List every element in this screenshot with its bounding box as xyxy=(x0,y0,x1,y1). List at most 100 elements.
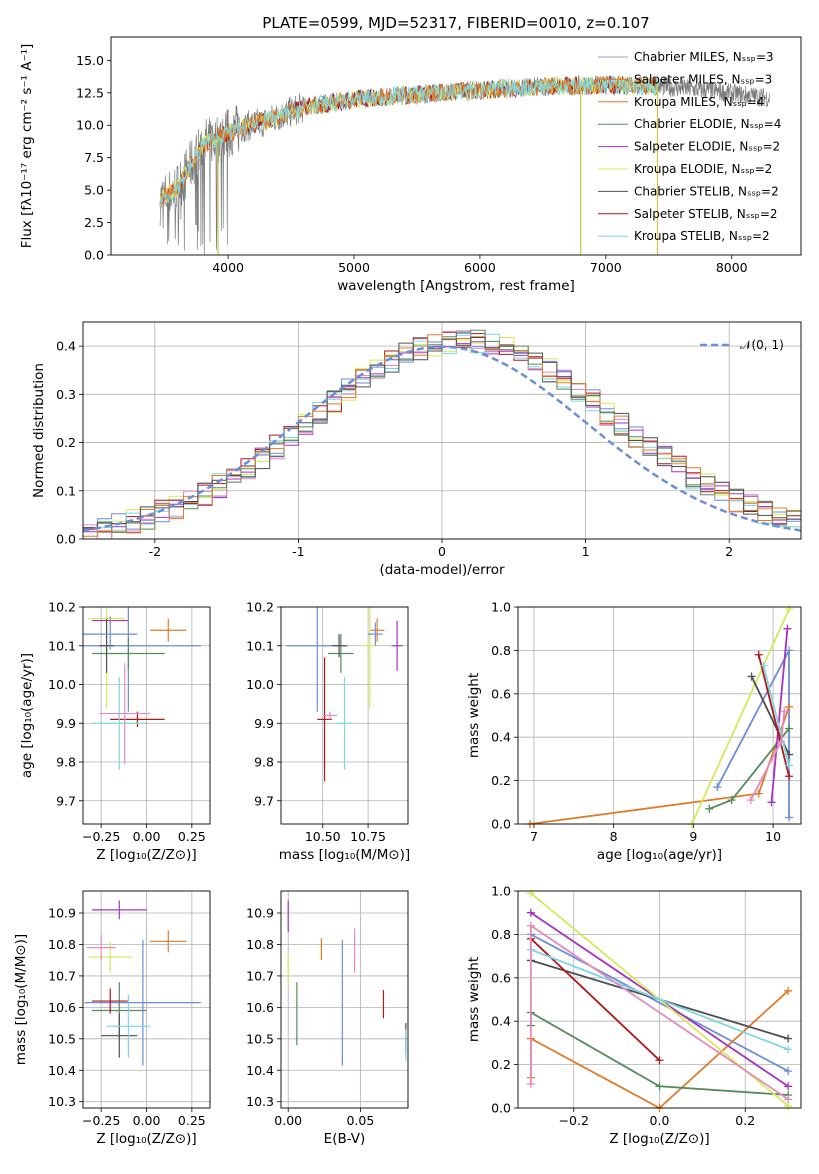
y-tick-label: 0.8 xyxy=(491,643,511,658)
y-tick-label: 10.5 xyxy=(246,1031,274,1046)
y-tick-label: 10.8 xyxy=(48,937,76,952)
plus-marker xyxy=(727,796,736,805)
plus-marker xyxy=(747,672,756,681)
plus-marker xyxy=(785,724,794,733)
plus-marker xyxy=(784,1095,793,1104)
weight-series-line xyxy=(530,938,661,1061)
z-weight-frame xyxy=(517,890,802,1109)
chart-title: PLATE=0599, MJD=52317, FIBERID=0010, z=0… xyxy=(262,14,649,32)
x-tick-label: 6000 xyxy=(464,260,496,275)
x-tick-label: 10 xyxy=(765,829,781,844)
y-tick-label: 12.5 xyxy=(76,85,104,100)
x-tick-label: 10.75 xyxy=(350,829,386,844)
legend-label: Chabrier MILES, Nₛₛₚ=3 xyxy=(634,50,774,64)
model-spectrum-line xyxy=(159,75,660,208)
x-tick-label: 0.25 xyxy=(178,1113,206,1128)
errorbar-point xyxy=(368,622,383,646)
x-axis-label: age [log₁₀(age/yr)] xyxy=(597,847,722,863)
x-axis-label: E(B-V) xyxy=(324,1131,366,1147)
x-tick-label: 0.05 xyxy=(346,1113,374,1128)
x-tick-label: 0.25 xyxy=(178,829,206,844)
plus-marker xyxy=(705,804,714,813)
y-tick-label: 5.0 xyxy=(84,183,104,198)
plus-marker xyxy=(785,646,794,655)
residuals-frame xyxy=(82,321,802,540)
legend-label: Kroupa ELODIE, Nₛₛₚ=2 xyxy=(634,162,772,176)
y-tick-label: 0.4 xyxy=(491,1014,511,1029)
plus-marker xyxy=(754,789,763,798)
x-tick-label: 0 xyxy=(438,544,446,559)
plus-marker xyxy=(784,986,793,995)
y-tick-label: 10.4 xyxy=(246,1063,274,1078)
y-tick-label: 7.5 xyxy=(84,150,104,165)
x-tick-label: 9 xyxy=(689,829,697,844)
plus-marker xyxy=(785,813,794,822)
z-mass-frame xyxy=(82,890,211,1109)
plus-marker xyxy=(655,1056,664,1065)
x-tick-label: 0.00 xyxy=(133,829,161,844)
weight-series-line xyxy=(530,948,789,1051)
y-tick-label: 10.8 xyxy=(246,937,274,952)
y-tick-label: 0.4 xyxy=(491,730,511,745)
y-tick-label: 0.0 xyxy=(491,1101,511,1116)
residuals-axes xyxy=(79,322,801,543)
y-tick-label: 0.0 xyxy=(56,532,76,547)
y-tick-label: 0.6 xyxy=(491,686,511,701)
weight-series-line xyxy=(762,665,790,766)
y-tick-label: 10.6 xyxy=(48,1000,76,1015)
x-axis-label: Z [log₁₀(Z/Z⊙)] xyxy=(96,847,196,863)
mass-age-axes xyxy=(277,606,408,828)
weight-series-line xyxy=(690,608,790,824)
x-tick-label: 5000 xyxy=(338,260,370,275)
y-tick-label: 0.2 xyxy=(491,773,511,788)
plus-marker xyxy=(784,1082,793,1091)
plus-marker xyxy=(526,908,535,917)
y-tick-label: 10.2 xyxy=(48,600,76,615)
legend-label: Salpeter STELIB, Nₛₛₚ=2 xyxy=(634,207,778,221)
x-tick-label: 0.2 xyxy=(735,1113,755,1128)
legend-label: Salpeter ELODIE, Nₛₛₚ=2 xyxy=(634,140,780,154)
errorbar-point xyxy=(328,634,354,673)
y-tick-label: 9.7 xyxy=(56,793,76,808)
x-tick-label: 0.00 xyxy=(274,1113,302,1128)
x-tick-label: −0.25 xyxy=(82,829,120,844)
x-axis-label: wavelength [Angstrom, rest frame] xyxy=(337,278,575,294)
weight-series-line xyxy=(770,628,789,803)
plus-marker xyxy=(526,1080,535,1089)
x-axis-label: Z [log₁₀(Z/Z⊙)] xyxy=(96,1131,196,1147)
legend-label: Chabrier ELODIE, Nₛₛₚ=4 xyxy=(634,117,781,131)
errorbar-point xyxy=(322,711,338,720)
normal-curve-line xyxy=(83,345,801,532)
errorbar-point xyxy=(369,618,385,642)
x-tick-label: 0.0 xyxy=(650,1113,670,1128)
errorbar-point xyxy=(150,618,187,642)
y-tick-label: 9.8 xyxy=(254,755,274,770)
legend-label: Chabrier STELIB, Nₛₛₚ=2 xyxy=(634,184,779,198)
errorbar-point xyxy=(331,634,347,658)
histogram-step-line xyxy=(83,337,801,529)
x-tick-label: 1 xyxy=(582,544,590,559)
weight-series-line xyxy=(757,654,790,777)
plus-marker xyxy=(785,702,794,711)
y-tick-label: 0.4 xyxy=(56,339,76,354)
plus-marker xyxy=(780,707,789,716)
y-tick-label: 10.3 xyxy=(246,1094,274,1109)
y-tick-label: 10.0 xyxy=(48,677,76,692)
errorbar-point xyxy=(99,663,151,764)
spectrum-frame xyxy=(110,36,802,256)
y-tick-label: 9.9 xyxy=(56,716,76,731)
y-tick-label: 10.9 xyxy=(246,906,274,921)
x-tick-label: 0.00 xyxy=(133,1113,161,1128)
y-tick-label: 10.5 xyxy=(48,1031,76,1046)
legend-label: Kroupa STELIB, Nₛₛₚ=2 xyxy=(634,229,770,243)
errorbar-point xyxy=(88,941,132,973)
y-tick-label: 15.0 xyxy=(76,53,104,68)
weight-series-line xyxy=(530,933,789,1072)
x-tick-label: 7000 xyxy=(590,260,622,275)
x-tick-label: −0.2 xyxy=(559,1113,589,1128)
age-weight-frame xyxy=(517,606,802,825)
plus-marker xyxy=(777,737,786,746)
y-tick-label: 0.8 xyxy=(491,927,511,942)
model-spectrum-line xyxy=(159,75,660,207)
plus-marker xyxy=(746,796,755,805)
